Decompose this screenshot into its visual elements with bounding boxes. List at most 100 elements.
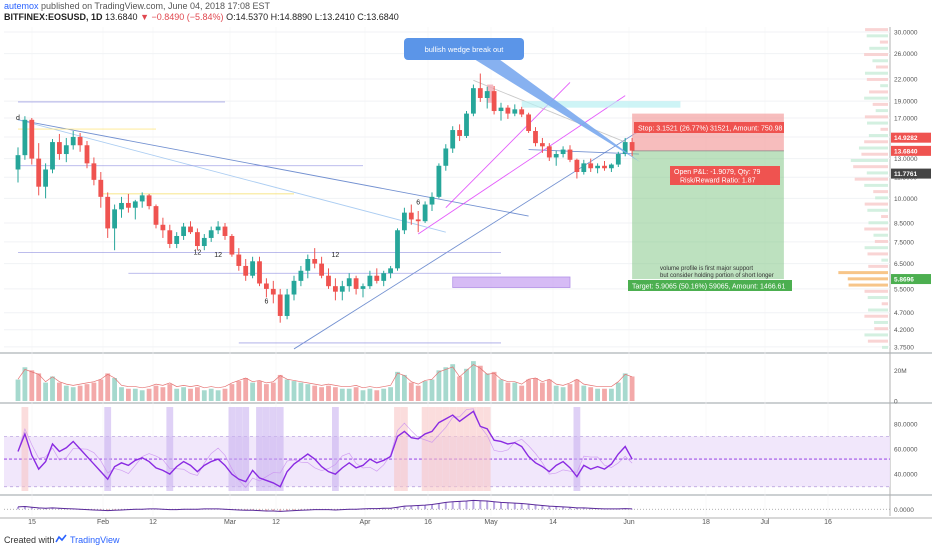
candle[interactable] — [436, 165, 442, 197]
volume-bar[interactable] — [422, 381, 428, 401]
volume-bar[interactable] — [236, 381, 242, 401]
candle[interactable] — [339, 286, 345, 292]
volume-bar[interactable] — [43, 382, 48, 401]
candle[interactable] — [29, 119, 35, 159]
candle[interactable] — [132, 201, 138, 208]
candle[interactable] — [615, 154, 621, 165]
volume-bar[interactable] — [126, 388, 131, 401]
candle[interactable] — [215, 226, 221, 231]
volume-bar[interactable] — [498, 379, 504, 401]
volume-bar[interactable] — [381, 388, 387, 401]
candle[interactable] — [188, 226, 193, 233]
candle[interactable] — [70, 136, 76, 146]
candle[interactable] — [491, 91, 497, 112]
volume-bar[interactable] — [243, 378, 249, 401]
candle[interactable] — [360, 286, 366, 289]
volume-bar[interactable] — [57, 382, 62, 401]
volume-bar[interactable] — [188, 388, 193, 401]
oscillator-pane[interactable] — [4, 499, 890, 512]
volume-bar[interactable] — [533, 378, 538, 401]
candle[interactable] — [443, 148, 449, 166]
candle[interactable] — [402, 212, 407, 231]
volume-bar[interactable] — [519, 385, 525, 401]
volume-bar[interactable] — [629, 376, 635, 401]
candle[interactable] — [77, 136, 83, 146]
volume-bar[interactable] — [602, 388, 607, 401]
candle[interactable] — [484, 91, 490, 98]
volume-bar[interactable] — [457, 376, 462, 401]
volume-bar[interactable] — [353, 387, 359, 401]
candle[interactable] — [429, 196, 435, 205]
volume-bar[interactable] — [312, 385, 318, 401]
candle[interactable] — [139, 195, 145, 202]
volume-bar[interactable] — [436, 370, 442, 401]
volume-bar[interactable] — [326, 385, 331, 401]
candle[interactable] — [602, 165, 607, 169]
volume-bar[interactable] — [450, 364, 456, 401]
volume-bar[interactable] — [622, 373, 628, 401]
candle[interactable] — [581, 163, 587, 173]
candle[interactable] — [519, 109, 525, 115]
candle[interactable] — [243, 265, 249, 276]
volume-bar[interactable] — [195, 387, 200, 401]
volume-bar[interactable] — [291, 381, 297, 401]
candle[interactable] — [574, 159, 580, 173]
candle[interactable] — [195, 232, 200, 247]
candle[interactable] — [112, 209, 117, 229]
candle[interactable] — [319, 263, 324, 276]
volume-bar[interactable] — [615, 382, 621, 401]
candle[interactable] — [305, 259, 311, 271]
volume-bar[interactable] — [181, 387, 186, 401]
rsi-pane[interactable] — [4, 407, 890, 491]
candle[interactable] — [146, 195, 152, 207]
volume-bar[interactable] — [146, 388, 152, 401]
volume-bar[interactable] — [374, 390, 380, 401]
candle[interactable] — [526, 114, 531, 132]
candle[interactable] — [22, 119, 28, 156]
volume-bar[interactable] — [471, 361, 476, 401]
candle[interactable] — [560, 149, 566, 155]
candle[interactable] — [471, 88, 476, 114]
candle[interactable] — [505, 107, 511, 114]
candle[interactable] — [153, 206, 159, 225]
volume-bar[interactable] — [91, 382, 97, 401]
volume-bar[interactable] — [70, 387, 76, 401]
candle[interactable] — [422, 204, 428, 222]
volume-bar[interactable] — [595, 388, 600, 401]
volume-bar[interactable] — [84, 384, 90, 401]
volume-bar[interactable] — [505, 382, 511, 401]
candle[interactable] — [284, 294, 290, 316]
volume-bar[interactable] — [77, 385, 83, 401]
candle[interactable] — [201, 237, 207, 247]
candle[interactable] — [291, 280, 297, 295]
volume-bar[interactable] — [257, 381, 262, 401]
volume-bar[interactable] — [339, 388, 345, 401]
candle[interactable] — [326, 275, 331, 287]
candle[interactable] — [84, 145, 90, 164]
candle[interactable] — [540, 143, 545, 147]
volume-bar[interactable] — [408, 382, 414, 401]
price-pane[interactable]: d 12 12 6 12 6 bullish wedge break out Stop: 3.… — [15, 28, 888, 350]
candle[interactable] — [229, 235, 235, 255]
candle[interactable] — [167, 230, 173, 244]
candle[interactable] — [36, 158, 42, 187]
volume-bar[interactable] — [105, 373, 111, 401]
volume-bar[interactable] — [250, 382, 255, 401]
volume-bar[interactable] — [443, 367, 449, 401]
candle[interactable] — [622, 142, 628, 155]
candle[interactable] — [381, 273, 387, 281]
candle[interactable] — [63, 145, 69, 155]
candle[interactable] — [277, 294, 283, 316]
volume-bar[interactable] — [526, 379, 531, 401]
candle[interactable] — [450, 130, 456, 149]
candle[interactable] — [567, 149, 573, 160]
volume-bar[interactable] — [546, 379, 552, 401]
volume-bar[interactable] — [540, 382, 545, 401]
volume-bar[interactable] — [208, 388, 214, 401]
candle[interactable] — [388, 268, 393, 274]
volume-bar[interactable] — [174, 388, 180, 401]
volume-bar[interactable] — [15, 379, 21, 401]
volume-bar[interactable] — [367, 388, 373, 401]
candle[interactable] — [346, 278, 352, 287]
volume-bar[interactable] — [36, 373, 42, 401]
